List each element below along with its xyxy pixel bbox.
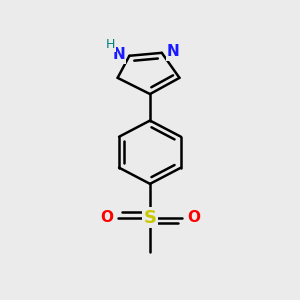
Text: N: N <box>167 44 180 59</box>
Text: O: O <box>187 210 200 225</box>
Text: H: H <box>105 38 115 51</box>
Text: S: S <box>143 209 157 227</box>
Text: O: O <box>100 210 113 225</box>
Text: N: N <box>112 47 125 62</box>
